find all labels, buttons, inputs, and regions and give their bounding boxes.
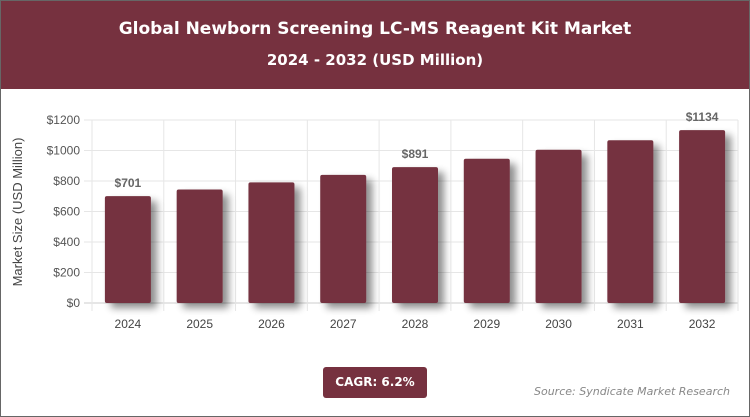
data-label: $701 (115, 176, 142, 190)
chart-title: Global Newborn Screening LC-MS Reagent K… (118, 19, 632, 39)
y-tick-label: $400 (53, 235, 80, 249)
x-tick-label: 2028 (402, 317, 429, 331)
cagr-badge: CAGR: 6.2% (323, 367, 427, 398)
y-tick-label: $800 (53, 174, 80, 188)
bar-2027 (320, 174, 367, 303)
y-tick-label: $1200 (47, 113, 81, 127)
y-tick-label: $200 (53, 266, 80, 280)
data-label: $891 (402, 147, 429, 161)
x-tick-label: 2024 (115, 317, 142, 331)
bar-2025 (176, 189, 223, 303)
bar-2024 (104, 196, 151, 303)
x-tick-label: 2031 (617, 317, 644, 331)
chart-header: Global Newborn Screening LC-MS Reagent K… (1, 1, 749, 89)
x-tick-label: 2029 (473, 317, 500, 331)
bar-2030 (535, 149, 582, 303)
x-tick-label: 2025 (186, 317, 213, 331)
chart-subtitle: 2024 - 2032 (USD Million) (266, 51, 484, 69)
x-tick-label: 2027 (330, 317, 357, 331)
x-tick-label: 2026 (258, 317, 285, 331)
bar-2026 (248, 182, 295, 303)
y-axis-label: Market Size (USD Million) (10, 138, 25, 287)
x-tick-label: 2032 (689, 317, 716, 331)
x-tick-label: 2030 (545, 317, 572, 331)
bar-2028 (392, 167, 438, 303)
source-note: Source: Syndicate Market Research (534, 385, 730, 398)
data-label: $1134 (686, 110, 719, 124)
bar-2032 (679, 130, 726, 303)
bar-2031 (607, 140, 654, 303)
y-tick-label: $600 (53, 205, 80, 219)
bar-2029 (463, 158, 510, 303)
y-tick-label: $0 (67, 296, 81, 310)
y-tick-label: $1000 (47, 144, 81, 158)
